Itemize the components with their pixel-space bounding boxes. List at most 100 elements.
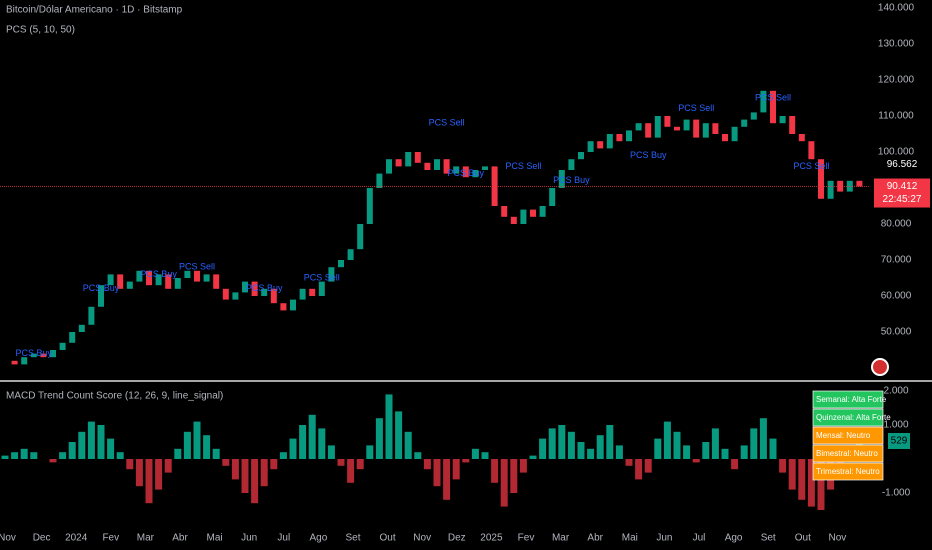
y-tick-label: 120.000 [878, 75, 915, 86]
candle [645, 123, 652, 138]
x-tick-label: Nov [0, 533, 16, 544]
candle [299, 288, 306, 300]
histogram-bar [587, 448, 595, 459]
candle [222, 288, 229, 300]
histogram-bar [567, 431, 575, 459]
trend-cell [812, 390, 884, 409]
candle [472, 170, 479, 178]
candle [798, 134, 805, 142]
y-tick-label: 50.000 [881, 327, 912, 338]
histogram-bar [548, 428, 556, 459]
histogram-bar [241, 459, 249, 493]
signal-label: PCS Buy [553, 175, 590, 185]
histogram-bar [30, 452, 38, 459]
candle [155, 274, 162, 286]
histogram-bar [779, 459, 787, 473]
signal-label: PCS Sell [429, 118, 465, 128]
histogram-bar [1, 455, 9, 459]
countdown: 22:45:27 [883, 194, 922, 205]
x-tick-label: 2024 [65, 533, 88, 544]
candle [635, 123, 642, 131]
candle [578, 152, 584, 160]
histogram-bar [692, 459, 700, 463]
candle [270, 288, 277, 304]
trend-cell [812, 426, 884, 445]
histogram-bar [222, 459, 230, 466]
candle [539, 206, 546, 217]
y-tick-label: 70.000 [881, 255, 912, 266]
candle [587, 141, 594, 152]
candle [203, 274, 210, 282]
candle [232, 292, 239, 300]
candle [558, 170, 565, 188]
trend-label: Semanal: Alta Forte [816, 395, 887, 404]
x-tick-label: Jun [656, 533, 672, 544]
histogram-bar [308, 414, 316, 459]
histogram-bar [375, 418, 383, 459]
candle [770, 90, 776, 124]
signal-label: PCS Buy [83, 283, 120, 293]
candle [510, 216, 517, 224]
x-tick-label: Ago [310, 533, 328, 544]
histogram-bar [203, 435, 211, 459]
candle [165, 274, 172, 289]
candle [779, 116, 786, 124]
x-tick-label: Set [345, 533, 360, 544]
histogram-bar [558, 425, 566, 459]
histogram-bar [155, 459, 163, 490]
histogram-bar [683, 445, 691, 459]
histogram-bar [491, 459, 499, 483]
x-tick-label: Out [380, 533, 396, 544]
histogram-bar [433, 459, 441, 487]
histogram-bar [711, 428, 719, 459]
x-tick-label: Mai [622, 533, 638, 544]
candle [88, 306, 95, 325]
candle [328, 267, 335, 282]
histogram-bar [759, 418, 767, 459]
histogram-bar [721, 448, 729, 459]
x-tick-label: Dec [33, 533, 51, 544]
histogram-bar [519, 459, 527, 473]
histogram-bar [231, 459, 239, 480]
candle [501, 206, 508, 217]
histogram-bar [87, 421, 95, 459]
candle [453, 166, 460, 174]
candle [357, 224, 364, 250]
candle [606, 134, 613, 149]
histogram-bar [529, 455, 537, 459]
candle [722, 134, 728, 142]
histogram-bar [107, 438, 115, 459]
candle [136, 270, 143, 282]
candle [654, 116, 661, 138]
flag-icon[interactable] [871, 358, 889, 376]
x-tick-label: Dez [448, 533, 466, 544]
histogram-bar [750, 428, 758, 459]
x-tick-label: Mai [207, 533, 223, 544]
candle [11, 360, 18, 365]
histogram-bar [260, 459, 268, 487]
candle [597, 141, 604, 149]
last-price-label: 90.412 [887, 181, 918, 192]
candle [712, 123, 719, 134]
histogram-bar [97, 425, 105, 459]
candle [462, 166, 469, 178]
histogram-bar [596, 435, 604, 459]
candle [126, 281, 133, 289]
histogram-bar [116, 452, 124, 459]
candle [434, 159, 440, 170]
histogram-bar [78, 431, 86, 459]
histogram-bar [174, 448, 182, 459]
candle [702, 123, 709, 138]
lower-indicator-title: MACD Trend Count Score (12, 26, 9, line_… [6, 391, 223, 402]
candle [530, 209, 536, 217]
candle [40, 353, 47, 358]
histogram-bar [414, 452, 422, 459]
x-tick-label: Abr [587, 533, 603, 544]
trend-label: Mensal: Neutro [816, 431, 871, 440]
signal-label: PCS Buy [246, 283, 283, 293]
x-tick-label: Abr [172, 533, 188, 544]
candle [846, 180, 853, 192]
x-tick-label: Out [795, 533, 811, 544]
candle [117, 274, 124, 289]
